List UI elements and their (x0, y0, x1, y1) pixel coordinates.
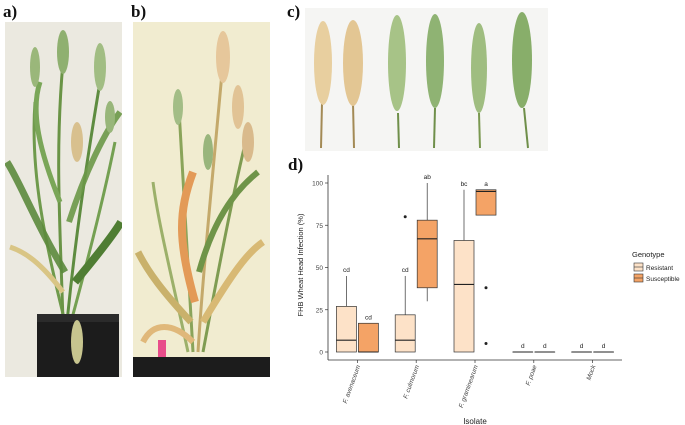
y-tick-label: 100 (312, 181, 323, 188)
panel-label-d: d) (288, 155, 304, 174)
significance-letter: cd (343, 267, 350, 274)
y-axis-label: FHB Wheat Head Infection (%) (296, 213, 305, 316)
x-tick-label: F. culmorum (402, 364, 421, 400)
significance-letter: d (580, 343, 584, 350)
panel-label-c: c) (287, 2, 301, 21)
panel-label-a: a) (3, 2, 18, 21)
plant-photo-b (133, 22, 270, 377)
box-outlier (403, 215, 407, 219)
legend: Genotype Resistant Susceptible (632, 250, 680, 283)
box-outlier (484, 286, 488, 290)
plant-photo-a (5, 22, 122, 377)
y-tick-label: 50 (316, 265, 324, 272)
significance-letter: ab (424, 174, 432, 181)
plant-illustration-b (133, 22, 270, 377)
box-body (453, 240, 475, 353)
x-tick-label: F. graminearum (458, 364, 480, 409)
y-tick-label: 25 (316, 307, 324, 314)
spikes-illustration-c (305, 8, 548, 151)
significance-letter: bc (461, 181, 469, 188)
box-body (336, 306, 357, 353)
y-tick-label: 75 (316, 223, 324, 230)
legend-label-resistant: Resistant (646, 265, 673, 272)
significance-letter: cd (365, 314, 372, 321)
spikes-photo-c (305, 8, 548, 151)
boxplot-chart: 0 25 50 75 100 F. avenaceum F. culmorum F. gra… (296, 174, 680, 425)
significance-letter: d (521, 343, 525, 350)
legend-label-susceptible: Susceptible (646, 276, 680, 283)
significance-letter: d (602, 343, 606, 350)
panel-label-b: b) (131, 2, 147, 21)
box-series: cd cd bc d d cd ab a d d (336, 174, 614, 353)
x-tick-label: F. avenaceum (342, 364, 363, 405)
plant-illustration-a (5, 22, 122, 377)
x-ticks: F. avenaceum F. culmorum F. graminearum F. … (342, 360, 598, 409)
significance-letter: d (543, 343, 547, 350)
box-body (358, 322, 379, 353)
box-body (394, 314, 416, 353)
y-tick-label: 0 (319, 350, 323, 357)
y-ticks: 0 25 50 75 100 (312, 181, 328, 357)
x-tick-label: Mock (586, 364, 598, 382)
box-outlier (484, 342, 488, 346)
significance-letter: cd (402, 267, 409, 274)
significance-letter: a (484, 181, 488, 188)
box-body (416, 219, 438, 289)
x-tick-label: F. poae (525, 364, 539, 387)
legend-title: Genotype (632, 250, 665, 259)
box-body (475, 189, 497, 216)
x-axis-label: Isolate (463, 417, 487, 425)
